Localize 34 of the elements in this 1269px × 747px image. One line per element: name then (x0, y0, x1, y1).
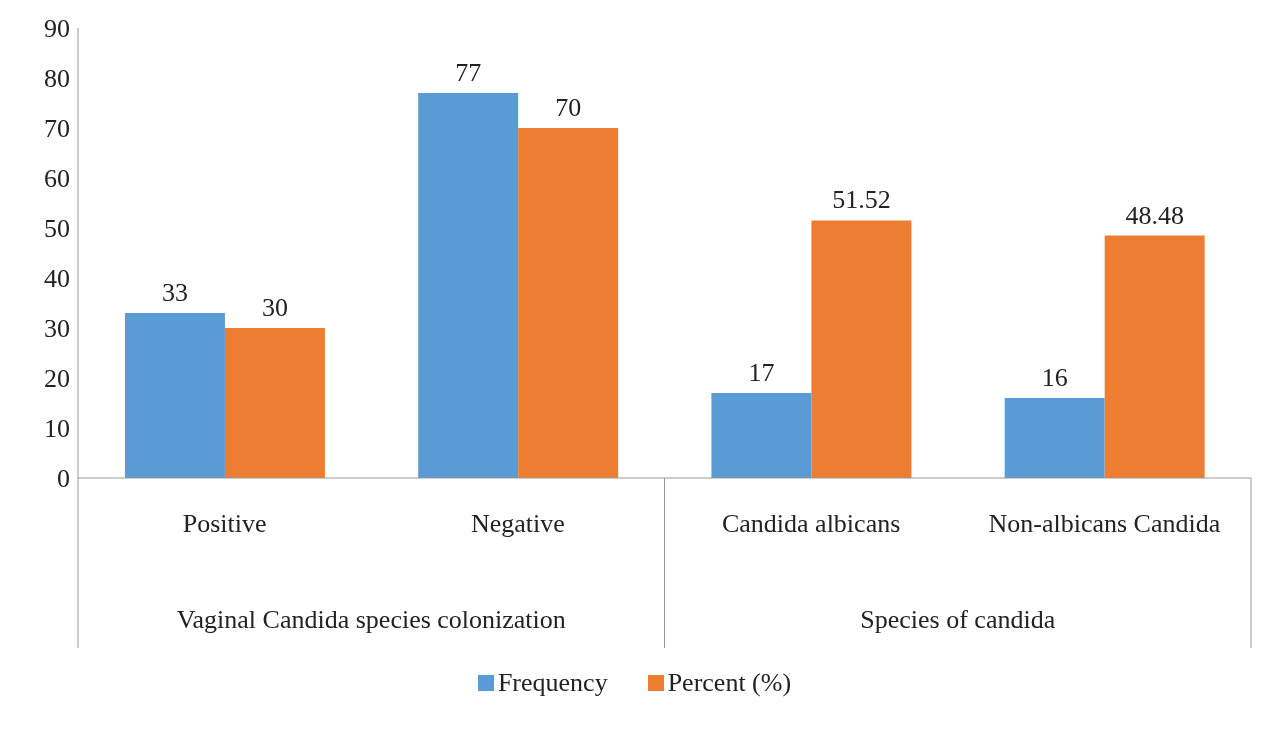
y-tick-label: 0 (57, 464, 70, 494)
x-tick-label: Non-albicans Candida (988, 509, 1221, 539)
y-tick-label: 20 (44, 364, 70, 394)
data-label: 48.48 (1125, 200, 1184, 230)
y-tick-label: 80 (44, 64, 70, 94)
y-tick-label: 30 (44, 314, 70, 344)
data-label: 51.52 (832, 185, 891, 215)
text: Vaginal Candida species colonization (176, 605, 566, 634)
bar (418, 93, 519, 478)
y-tick-label: 90 (44, 14, 70, 44)
bar (811, 220, 912, 478)
x-tick-label: Negative (470, 509, 565, 539)
text: Species of candida (860, 605, 1056, 634)
bar (518, 128, 619, 478)
legend-label: Frequency (497, 668, 608, 698)
legend-label: Percent (%) (667, 668, 792, 698)
bar (1104, 235, 1205, 478)
data-label: 16 (1041, 363, 1068, 392)
bar (711, 393, 812, 478)
bar (1004, 398, 1105, 478)
data-label: 17 (748, 358, 775, 387)
y-tick-label: 60 (44, 164, 70, 194)
y-tick-label: 50 (44, 214, 70, 244)
y-tick-label: 10 (44, 414, 70, 444)
y-tick-label: 40 (44, 264, 70, 294)
y-tick-label: 70 (44, 114, 70, 144)
data-label: 33 (161, 278, 188, 307)
data-label: 30 (261, 293, 288, 322)
data-label: 77 (455, 58, 482, 87)
x-tick-label: Candida albicans (721, 509, 901, 539)
bar (124, 313, 225, 478)
x-tick-label: Positive (182, 509, 267, 539)
data-label: 70 (555, 93, 582, 122)
bar (224, 328, 325, 478)
